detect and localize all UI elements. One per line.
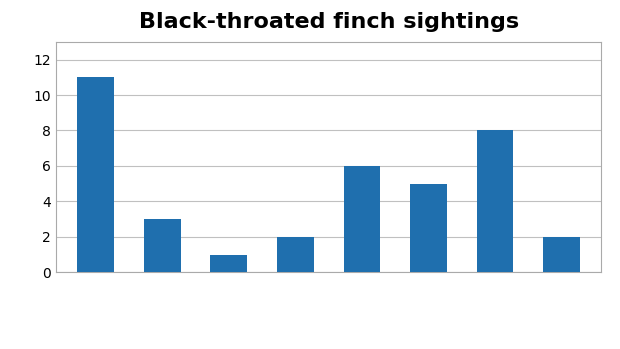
Bar xyxy=(144,219,180,272)
Bar xyxy=(477,131,513,272)
Bar xyxy=(410,184,446,272)
Title: Black-throated finch sightings: Black-throated finch sightings xyxy=(138,12,519,32)
Bar xyxy=(78,77,114,272)
Bar xyxy=(211,254,247,272)
Bar xyxy=(343,166,380,272)
Bar xyxy=(543,237,580,272)
Bar xyxy=(277,237,314,272)
